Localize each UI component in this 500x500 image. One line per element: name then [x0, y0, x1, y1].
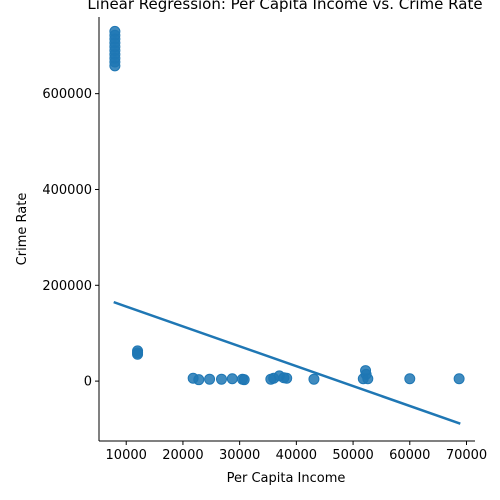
regression-line — [113, 300, 461, 425]
y-tick-label: 400000 — [42, 183, 92, 198]
x-tick-label: 70000 — [446, 448, 487, 463]
data-point — [109, 60, 121, 72]
x-tick-label: 30000 — [219, 448, 260, 463]
data-point — [404, 373, 416, 385]
x-axis-ticks: 10000 20000 30000 40000 50000 60000 70000 — [106, 441, 487, 463]
plot-area — [109, 25, 465, 425]
x-tick-label: 50000 — [332, 448, 373, 463]
data-point — [308, 373, 320, 385]
data-point — [204, 373, 216, 385]
data-point — [362, 373, 374, 385]
y-tick-label: 0 — [84, 375, 92, 390]
data-point — [216, 373, 227, 385]
data-point — [132, 348, 144, 360]
y-axis-label: Crime Rate — [15, 193, 30, 266]
data-point — [281, 372, 293, 384]
y-tick-label: 200000 — [42, 279, 92, 294]
y-tick-label: 600000 — [42, 87, 92, 102]
x-tick-label: 40000 — [276, 448, 317, 463]
data-point — [226, 373, 238, 385]
data-point — [193, 374, 205, 386]
data-point — [453, 373, 465, 385]
chart-title: Linear Regression: Per Capita Income vs.… — [87, 0, 482, 13]
x-tick-label: 60000 — [389, 448, 430, 463]
x-axis-label: Per Capita Income — [227, 471, 346, 486]
x-tick-label: 10000 — [106, 448, 147, 463]
data-point — [238, 374, 250, 386]
x-tick-label: 20000 — [162, 448, 203, 463]
y-axis-ticks: 0 200000 400000 600000 — [42, 87, 99, 390]
